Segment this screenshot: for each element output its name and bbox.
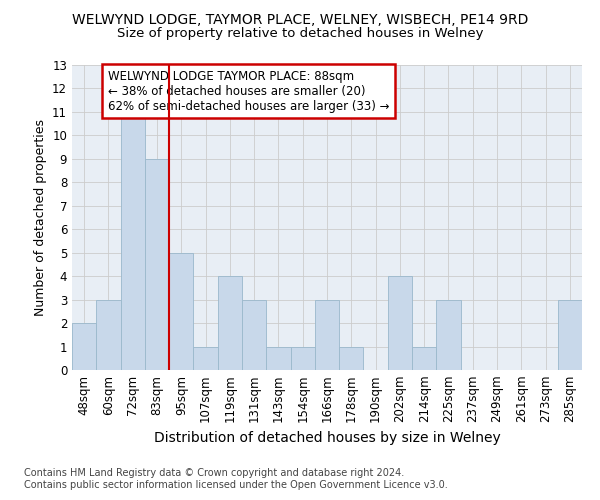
- Bar: [436, 300, 461, 370]
- Text: WELWYND LODGE TAYMOR PLACE: 88sqm
← 38% of detached houses are smaller (20)
62% : WELWYND LODGE TAYMOR PLACE: 88sqm ← 38% …: [108, 70, 389, 112]
- Bar: [193, 346, 218, 370]
- Bar: [72, 323, 96, 370]
- Text: Contains HM Land Registry data © Crown copyright and database right 2024.: Contains HM Land Registry data © Crown c…: [24, 468, 404, 477]
- Text: Size of property relative to detached houses in Welney: Size of property relative to detached ho…: [117, 28, 483, 40]
- Bar: [315, 300, 339, 370]
- Bar: [242, 300, 266, 370]
- Bar: [412, 346, 436, 370]
- Bar: [218, 276, 242, 370]
- Y-axis label: Number of detached properties: Number of detached properties: [34, 119, 47, 316]
- Bar: [145, 159, 169, 370]
- Bar: [121, 112, 145, 370]
- X-axis label: Distribution of detached houses by size in Welney: Distribution of detached houses by size …: [154, 431, 500, 445]
- Bar: [169, 252, 193, 370]
- Bar: [96, 300, 121, 370]
- Bar: [388, 276, 412, 370]
- Bar: [558, 300, 582, 370]
- Bar: [339, 346, 364, 370]
- Bar: [290, 346, 315, 370]
- Text: WELWYND LODGE, TAYMOR PLACE, WELNEY, WISBECH, PE14 9RD: WELWYND LODGE, TAYMOR PLACE, WELNEY, WIS…: [72, 12, 528, 26]
- Bar: [266, 346, 290, 370]
- Text: Contains public sector information licensed under the Open Government Licence v3: Contains public sector information licen…: [24, 480, 448, 490]
